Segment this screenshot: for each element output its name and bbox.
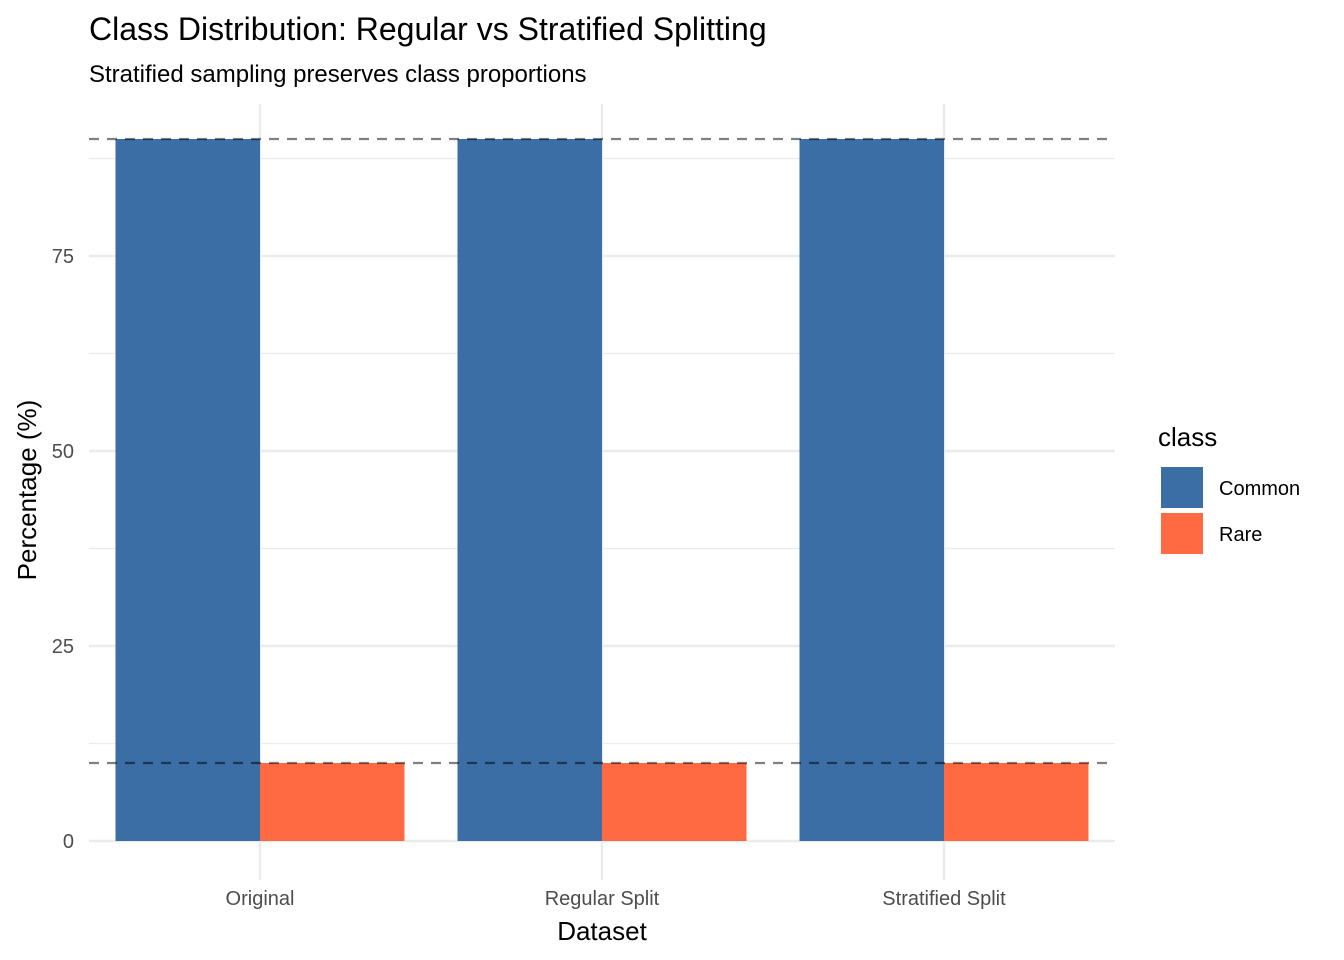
y-tick-label: 50 xyxy=(52,441,74,463)
y-tick-label: 0 xyxy=(63,831,74,853)
bar-common-2 xyxy=(457,139,602,841)
bar-common-1 xyxy=(115,139,260,841)
y-tick-label: 75 xyxy=(52,246,74,268)
legend-key-common xyxy=(1161,467,1203,508)
x-tick-label: Stratified Split xyxy=(882,888,1006,910)
legend-key-rare xyxy=(1161,513,1203,554)
x-tick-label: Regular Split xyxy=(545,888,660,910)
bar-rare-3 xyxy=(944,763,1089,841)
bar-common-3 xyxy=(799,139,944,841)
legend-title: class xyxy=(1158,422,1217,452)
chart-title: Class Distribution: Regular vs Stratifie… xyxy=(89,11,767,47)
y-axis-title: Percentage (%) xyxy=(12,400,42,581)
y-tick-label: 25 xyxy=(52,636,74,658)
x-axis-title: Dataset xyxy=(557,916,647,946)
legend-label-common: Common xyxy=(1219,478,1300,500)
bar-rare-1 xyxy=(260,763,405,841)
bar-rare-2 xyxy=(602,763,747,841)
chart-subtitle: Stratified sampling preserves class prop… xyxy=(89,61,587,88)
legend-label-rare: Rare xyxy=(1219,524,1262,546)
bars xyxy=(115,139,1089,841)
y-axis-ticks: 0 25 50 75 xyxy=(52,246,74,853)
x-tick-label: Original xyxy=(226,888,295,910)
reference-lines xyxy=(89,137,1115,765)
legend: class Common Rare xyxy=(1158,422,1300,554)
x-axis-ticks: Original Regular Split Stratified Split xyxy=(226,888,1007,910)
